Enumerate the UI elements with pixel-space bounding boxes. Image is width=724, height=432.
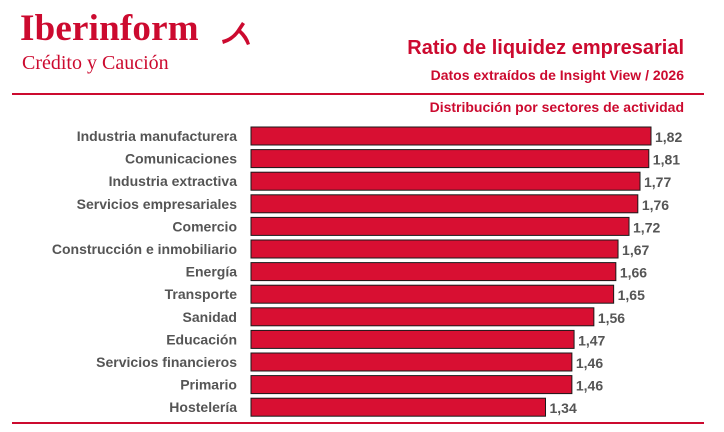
brand-subtitle: Crédito y Caución [22, 52, 169, 74]
bar [250, 397, 547, 417]
bar [250, 126, 652, 146]
brand-mark-icon [222, 22, 250, 45]
category-label: Industria extractiva [109, 173, 238, 189]
category-label: Industria manufacturera [77, 128, 237, 144]
brand-name: Iberinform [20, 8, 199, 49]
value-label: 1,81 [653, 152, 680, 168]
bar [250, 239, 619, 259]
value-label: 1,72 [633, 219, 660, 235]
brand-logo: Iberinform Crédito y Caución [20, 8, 250, 74]
value-label: 1,46 [576, 378, 603, 394]
bar [250, 171, 641, 191]
category-label: Sanidad [183, 309, 237, 325]
bar [250, 329, 575, 349]
bar [250, 194, 639, 214]
value-label: 1,82 [655, 129, 682, 145]
category-label: Hostelería [169, 399, 237, 415]
bar [250, 307, 595, 327]
bottom-divider [12, 422, 704, 424]
bar [250, 284, 615, 304]
value-label: 1,46 [576, 355, 603, 371]
category-label: Energía [186, 264, 238, 280]
value-label: 1,56 [598, 310, 625, 326]
value-label: 1,47 [578, 332, 605, 348]
bar [250, 149, 650, 169]
category-label: Servicios financieros [96, 354, 237, 370]
value-label: 1,65 [618, 287, 645, 303]
value-label: 1,66 [620, 265, 647, 281]
chart-subtitle: Datos extraídos de Insight View / 2026 [430, 67, 684, 83]
bar [250, 375, 573, 395]
value-label: 1,67 [622, 242, 649, 258]
category-label: Servicios empresariales [77, 196, 238, 212]
value-label: 1,77 [644, 174, 671, 190]
category-label: Comercio [172, 218, 237, 234]
bar [250, 352, 573, 372]
bar [250, 262, 617, 282]
title-block: Ratio de liquidez empresarial Datos extr… [407, 36, 684, 84]
category-label: Comunicaciones [125, 151, 237, 167]
category-label: Transporte [165, 286, 238, 302]
value-label: 1,34 [550, 400, 577, 416]
value-label: 1,76 [642, 197, 669, 213]
category-label: Educación [166, 331, 237, 347]
category-label: Construcción e inmobiliario [52, 241, 237, 257]
chart-title: Ratio de liquidez empresarial [407, 37, 684, 59]
category-label: Primario [180, 377, 237, 393]
bar [250, 216, 630, 236]
section-label: Distribución por sectores de actividad [429, 99, 684, 115]
top-divider [12, 93, 704, 95]
